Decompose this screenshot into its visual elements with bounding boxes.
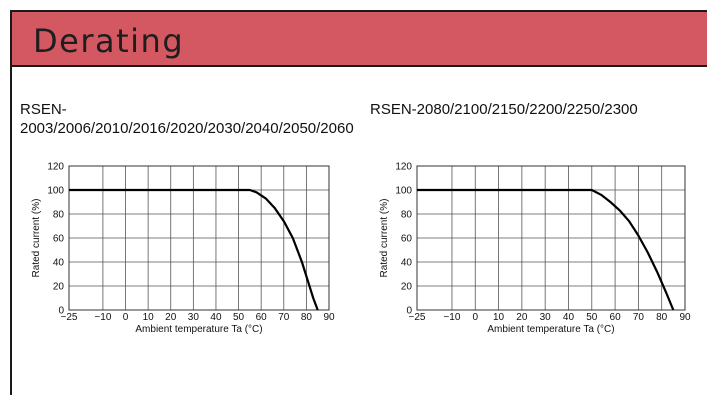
x-tick-label: −25 — [61, 312, 78, 323]
y-tick-label: 80 — [53, 210, 65, 221]
y-tick-label: 80 — [401, 210, 413, 221]
slide-title: Derating — [33, 22, 185, 60]
y-tick-label: 20 — [401, 282, 413, 293]
y-tick-label: 40 — [53, 258, 65, 269]
x-tick-label: 90 — [323, 312, 335, 323]
x-tick-label: 80 — [301, 312, 313, 323]
derating-curve — [69, 188, 319, 311]
x-tick-label: 80 — [656, 312, 668, 323]
x-axis-label: Ambient temperature Ta (°C) — [135, 324, 262, 335]
x-tick-label: 20 — [165, 312, 177, 323]
x-tick-label: 90 — [679, 312, 691, 323]
y-tick-label: 120 — [47, 162, 64, 173]
y-tick-label: 40 — [401, 258, 413, 269]
y-tick-label: 60 — [401, 234, 413, 245]
y-tick-label: 100 — [47, 186, 64, 197]
chart-title-2: RSEN-2080/2100/2150/2200/2250/2300 — [370, 101, 638, 118]
slide-frame — [10, 10, 707, 395]
x-axis-label: Ambient temperature Ta (°C) — [487, 324, 614, 335]
y-tick-label: 0 — [406, 306, 412, 317]
x-tick-label: 60 — [256, 312, 268, 323]
x-tick-label: −10 — [443, 312, 460, 323]
plot-frame — [416, 165, 686, 311]
y-tick-label: 100 — [395, 186, 412, 197]
x-tick-label: 50 — [586, 312, 598, 323]
x-tick-label: 40 — [210, 312, 222, 323]
x-tick-label: 40 — [563, 312, 575, 323]
x-tick-label: 10 — [493, 312, 505, 323]
y-tick-label: 60 — [53, 234, 65, 245]
y-axis-label: Rated current (%) — [379, 199, 390, 278]
slide-header: Derating — [12, 12, 707, 67]
x-tick-label: 10 — [143, 312, 155, 323]
x-tick-label: 50 — [233, 312, 245, 323]
plot-frame — [68, 165, 330, 311]
y-tick-label: 0 — [58, 306, 64, 317]
y-tick-label: 120 — [395, 162, 412, 173]
x-tick-label: 30 — [540, 312, 552, 323]
x-tick-label: −10 — [94, 312, 111, 323]
y-tick-label: 20 — [53, 282, 65, 293]
x-tick-label: 20 — [516, 312, 528, 323]
x-tick-label: 60 — [610, 312, 622, 323]
x-tick-label: 70 — [633, 312, 645, 323]
x-tick-label: 0 — [123, 312, 129, 323]
x-tick-label: 0 — [472, 312, 478, 323]
x-tick-label: −25 — [409, 312, 426, 323]
y-axis-label: Rated current (%) — [31, 199, 42, 278]
x-tick-label: 70 — [278, 312, 290, 323]
chart-title-1: RSEN-2003/2006/2010/2016/2020/2030/2040/… — [20, 101, 354, 137]
derating-curve — [417, 188, 675, 311]
x-tick-label: 30 — [188, 312, 200, 323]
